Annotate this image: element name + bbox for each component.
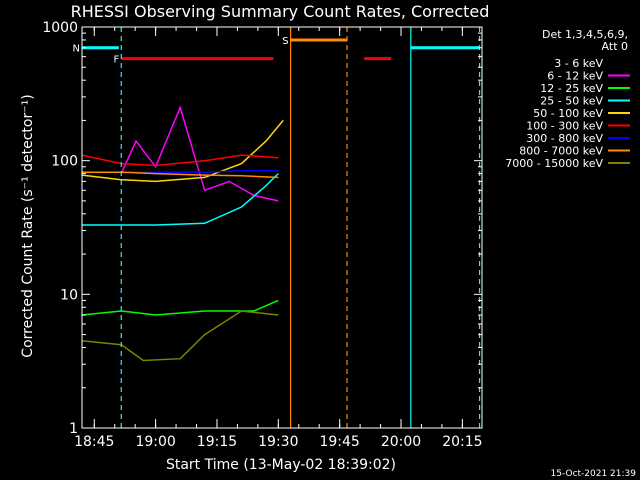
- interval-bars: N F S: [73, 36, 480, 66]
- y-tick-label: 1000: [42, 20, 78, 36]
- y-axis-ticks: 1 10 100 1000: [42, 20, 482, 437]
- series-line: [120, 105, 279, 202]
- legend-entry-label: 25 - 50 keV: [540, 95, 603, 108]
- series-curves: [81, 94, 284, 362]
- legend-entry-label: 3 - 6 keV: [554, 57, 603, 70]
- legend-entry-label: 300 - 800 keV: [526, 132, 603, 145]
- x-tick-label: 19:15: [197, 434, 237, 450]
- interval-label: S: [282, 36, 288, 47]
- x-tick-label: 19:30: [258, 434, 298, 450]
- series-line: [82, 173, 279, 226]
- y-axis-label: Corrected Count Rate (s⁻¹ detector⁻¹): [20, 94, 36, 357]
- interval-markers: [120, 27, 481, 428]
- legend-entry-label: 6 - 12 keV: [547, 70, 603, 83]
- y-tick-label: 1: [69, 421, 78, 437]
- x-tick-label: 20:00: [381, 434, 421, 450]
- legend-entry-label: 50 - 100 keV: [533, 107, 603, 120]
- interval-label: N: [73, 44, 80, 55]
- legend-entry-label: 12 - 25 keV: [540, 82, 603, 95]
- chart-title: RHESSI Observing Summary Count Rates, Co…: [71, 2, 490, 21]
- y-tick-label: 100: [51, 154, 78, 170]
- series-line: [120, 94, 279, 168]
- x-tick-label: 20:15: [442, 434, 482, 450]
- legend-header: Att 0: [602, 40, 628, 53]
- series-line: [81, 119, 284, 183]
- x-tick-label: 19:00: [135, 434, 175, 450]
- interval-label: F: [113, 55, 119, 66]
- plot-frame: [81, 26, 483, 429]
- series-line: [81, 310, 279, 362]
- x-tick-label: 18:45: [74, 434, 114, 450]
- x-axis-label: Start Time (13-May-02 18:39:02): [166, 457, 396, 473]
- legend-header: Det 1,3,4,5,6,9,: [542, 28, 628, 41]
- x-axis-ticks: 18:45 19:00 19:15 19:30 19:45 20:00 20:15: [74, 27, 483, 450]
- series-line: [82, 171, 279, 179]
- series-line: [81, 299, 279, 316]
- x-tick-label: 19:45: [319, 434, 359, 450]
- series-line: [81, 154, 279, 167]
- series-line: [121, 170, 279, 173]
- legend-entry-label: 7000 - 15000 keV: [505, 157, 603, 170]
- footer-timestamp: 15-Oct-2021 21:39: [551, 469, 637, 479]
- legend-entry-label: 100 - 300 keV: [526, 120, 603, 133]
- y-tick-label: 10: [60, 287, 78, 303]
- legend-entry-label: 800 - 7000 keV: [519, 145, 603, 158]
